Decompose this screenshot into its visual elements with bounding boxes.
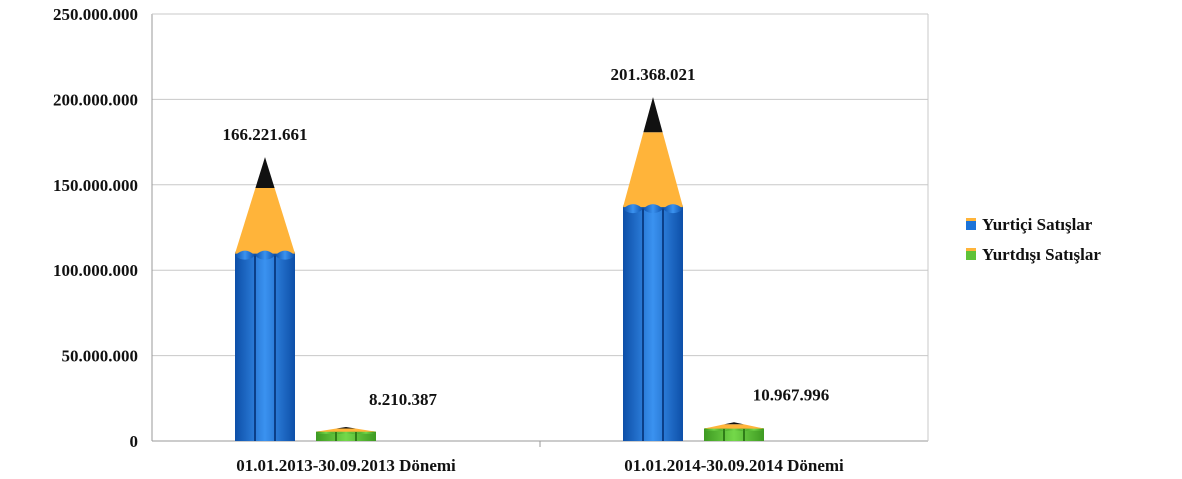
pencil-bar: [316, 426, 376, 441]
y-tick-label: 200.000.000: [53, 90, 138, 109]
pencil-body: [316, 431, 376, 441]
y-tick-label: 150.000.000: [53, 176, 138, 195]
pencil-lead: [643, 97, 663, 133]
x-category-label: 01.01.2013-30.09.2013 Dönemi: [236, 456, 456, 475]
y-tick-label: 100.000.000: [53, 261, 138, 280]
pencil-scallop-cap: [356, 432, 376, 434]
x-axis-ticks: 01.01.2013-30.09.2013 Dönemi 01.01.2014-3…: [236, 456, 844, 475]
pencil-scallop-cap: [744, 428, 764, 431]
data-label: 10.967.996: [753, 385, 830, 404]
pencil-wood: [704, 424, 764, 429]
pencil-scallop-cap: [316, 432, 336, 434]
pencil-bar: [235, 157, 295, 441]
legend: Yurtiçi Satışlar Yurtdışı Satışlar: [966, 215, 1101, 264]
pencil-body: [704, 428, 764, 441]
y-tick-label: 250.000.000: [53, 5, 138, 24]
pencil-wood: [623, 132, 683, 208]
y-tick-label: 50.000.000: [62, 347, 139, 366]
y-axis-ticks: 0 50.000.000 100.000.000 150.000.000 200.000…: [53, 5, 138, 451]
legend-swatch: [966, 251, 976, 260]
pencil-scallop-cap: [663, 204, 683, 210]
pencil-body: [623, 207, 683, 441]
legend-swatch: [966, 221, 976, 230]
pencil-wood: [235, 187, 295, 254]
pencil-wood: [316, 428, 376, 432]
pencil-bar: [623, 97, 683, 441]
pencil-scallop-cap: [643, 204, 663, 210]
data-label: 201.368.021: [611, 65, 696, 84]
pencil-scallop-cap: [255, 250, 275, 256]
x-category-label: 01.01.2014-30.09.2014 Dönemi: [624, 456, 844, 475]
data-label: 166.221.661: [223, 125, 308, 144]
pencil-body: [235, 253, 295, 441]
pencil-lead: [724, 422, 744, 425]
data-labels: 166.221.661 8.210.387 201.368.021 10.967.99…: [223, 65, 830, 409]
pencil-bar: [704, 422, 764, 441]
legend-swatch-tip: [966, 248, 976, 251]
pencil-lead: [336, 426, 356, 429]
pencil-scallop-cap: [275, 250, 295, 256]
bars: [235, 97, 764, 441]
pencil-scallop-cap: [623, 204, 643, 210]
pencil-scallop-cap: [336, 432, 356, 434]
data-label: 8.210.387: [369, 390, 438, 409]
y-tick-label: 0: [130, 432, 139, 451]
legend-label: Yurtdışı Satışlar: [982, 245, 1101, 264]
legend-swatch-tip: [966, 218, 976, 221]
pencil-scallop-cap: [704, 428, 724, 431]
legend-label: Yurtiçi Satışlar: [982, 215, 1093, 234]
pencil-lead: [255, 157, 275, 188]
pencil-scallop-cap: [235, 250, 255, 256]
pencil-scallop-cap: [724, 428, 744, 431]
